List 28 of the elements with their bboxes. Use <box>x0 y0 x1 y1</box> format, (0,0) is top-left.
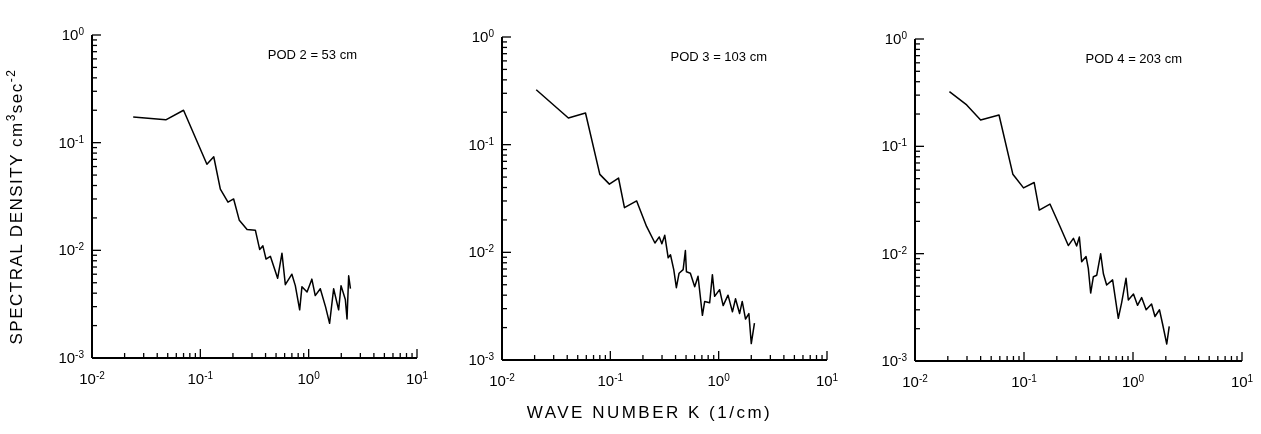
annotation: POD 2 = 53 cm <box>267 47 357 62</box>
y-tick-label: 10$^{0}$ <box>471 27 495 45</box>
x-tick-label: 10$^{1}$ <box>815 371 839 389</box>
x-tick-label: 10$^{0}$ <box>1121 372 1145 390</box>
y-tick-label: 10$^{-1}$ <box>881 136 908 155</box>
y-tick-label: 10$^{-2}$ <box>58 240 85 259</box>
y-tick-label: 10$^{0}$ <box>61 25 85 43</box>
y-tick-label: 10$^{-3}$ <box>58 348 85 366</box>
y-tick-label: 10$^{-2}$ <box>881 244 908 262</box>
x-tick-label: 10$^{-1}$ <box>597 371 624 389</box>
x-tick-label: 10$^{-2}$ <box>489 371 516 389</box>
y-tick-label: 10$^{-3}$ <box>881 351 908 369</box>
y-tick-label: 10$^{-2}$ <box>468 242 495 261</box>
y-tick-label: 10$^{-1}$ <box>58 133 85 151</box>
x-tick-label: 10$^{1}$ <box>405 369 429 387</box>
annotation: POD 3 = 103 cm <box>670 49 767 64</box>
x-tick-label: 10$^{-1}$ <box>187 369 214 387</box>
annotation: POD 4 = 203 cm <box>1085 51 1182 66</box>
x-tick-label: 10$^{0}$ <box>297 369 321 387</box>
y-tick-label: 10$^{0}$ <box>884 29 908 47</box>
y-tick-label: 10$^{-3}$ <box>468 350 495 368</box>
y-tick-label: 10$^{-1}$ <box>468 135 495 153</box>
x-tick-label: 10$^{-2}$ <box>902 372 929 390</box>
x-tick-label: 10$^{-2}$ <box>79 369 106 387</box>
x-tick-label: 10$^{1}$ <box>1230 372 1254 390</box>
x-tick-label: 10$^{0}$ <box>707 371 731 389</box>
x-axis-title: WAVE NUMBER K (1/cm) <box>526 403 773 422</box>
x-tick-label: 10$^{-1}$ <box>1011 372 1038 390</box>
